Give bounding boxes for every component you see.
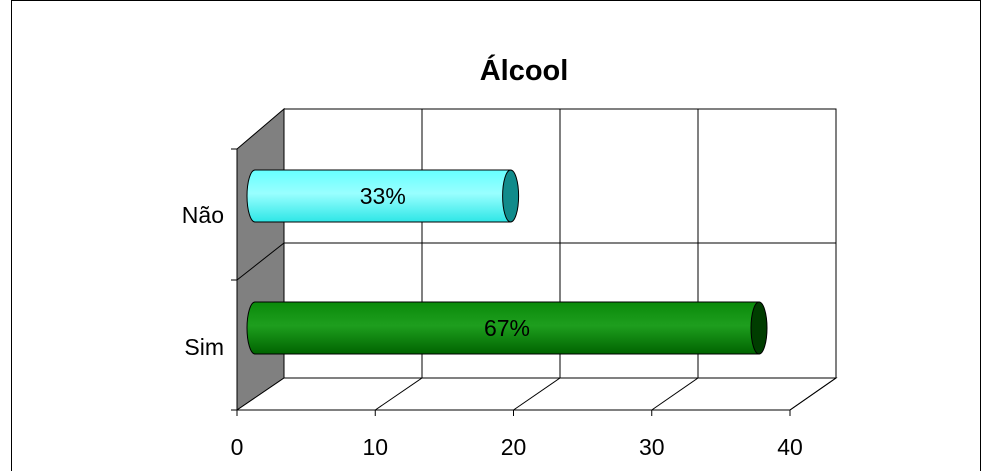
bar-body bbox=[246, 169, 512, 223]
bar-end-cap bbox=[750, 301, 768, 355]
gridline-floor bbox=[651, 377, 699, 411]
chart-plot-area bbox=[235, 107, 838, 411]
bar-data-label: 33% bbox=[360, 183, 406, 209]
bar-nao: 33% bbox=[246, 169, 520, 223]
gridline-floor bbox=[789, 377, 837, 411]
y-tick-label: Sim bbox=[184, 334, 224, 360]
x-tick-label: 20 bbox=[501, 434, 527, 460]
side-wall-separator bbox=[236, 242, 285, 281]
chart-title: Álcool bbox=[480, 53, 569, 87]
y-tick-label: Não bbox=[182, 202, 224, 228]
bar-sim: 67% bbox=[246, 301, 768, 355]
plot-side-wall bbox=[236, 107, 285, 411]
x-tick-label: 0 bbox=[231, 434, 244, 460]
x-axis-ticks: 0 10 20 30 40 bbox=[231, 410, 803, 460]
bar-body bbox=[246, 301, 760, 355]
x-tick-label: 10 bbox=[362, 434, 388, 460]
y-axis-ticks: Sim Não bbox=[182, 148, 237, 411]
gridline-floor bbox=[513, 377, 561, 411]
x-tick-label: 30 bbox=[639, 434, 665, 460]
x-tick-label: 40 bbox=[777, 434, 803, 460]
bar-end-cap bbox=[502, 169, 520, 223]
bar-layer: 67% 33% bbox=[246, 169, 768, 355]
bar-data-label: 67% bbox=[484, 315, 530, 341]
gridline-floor bbox=[374, 377, 423, 411]
